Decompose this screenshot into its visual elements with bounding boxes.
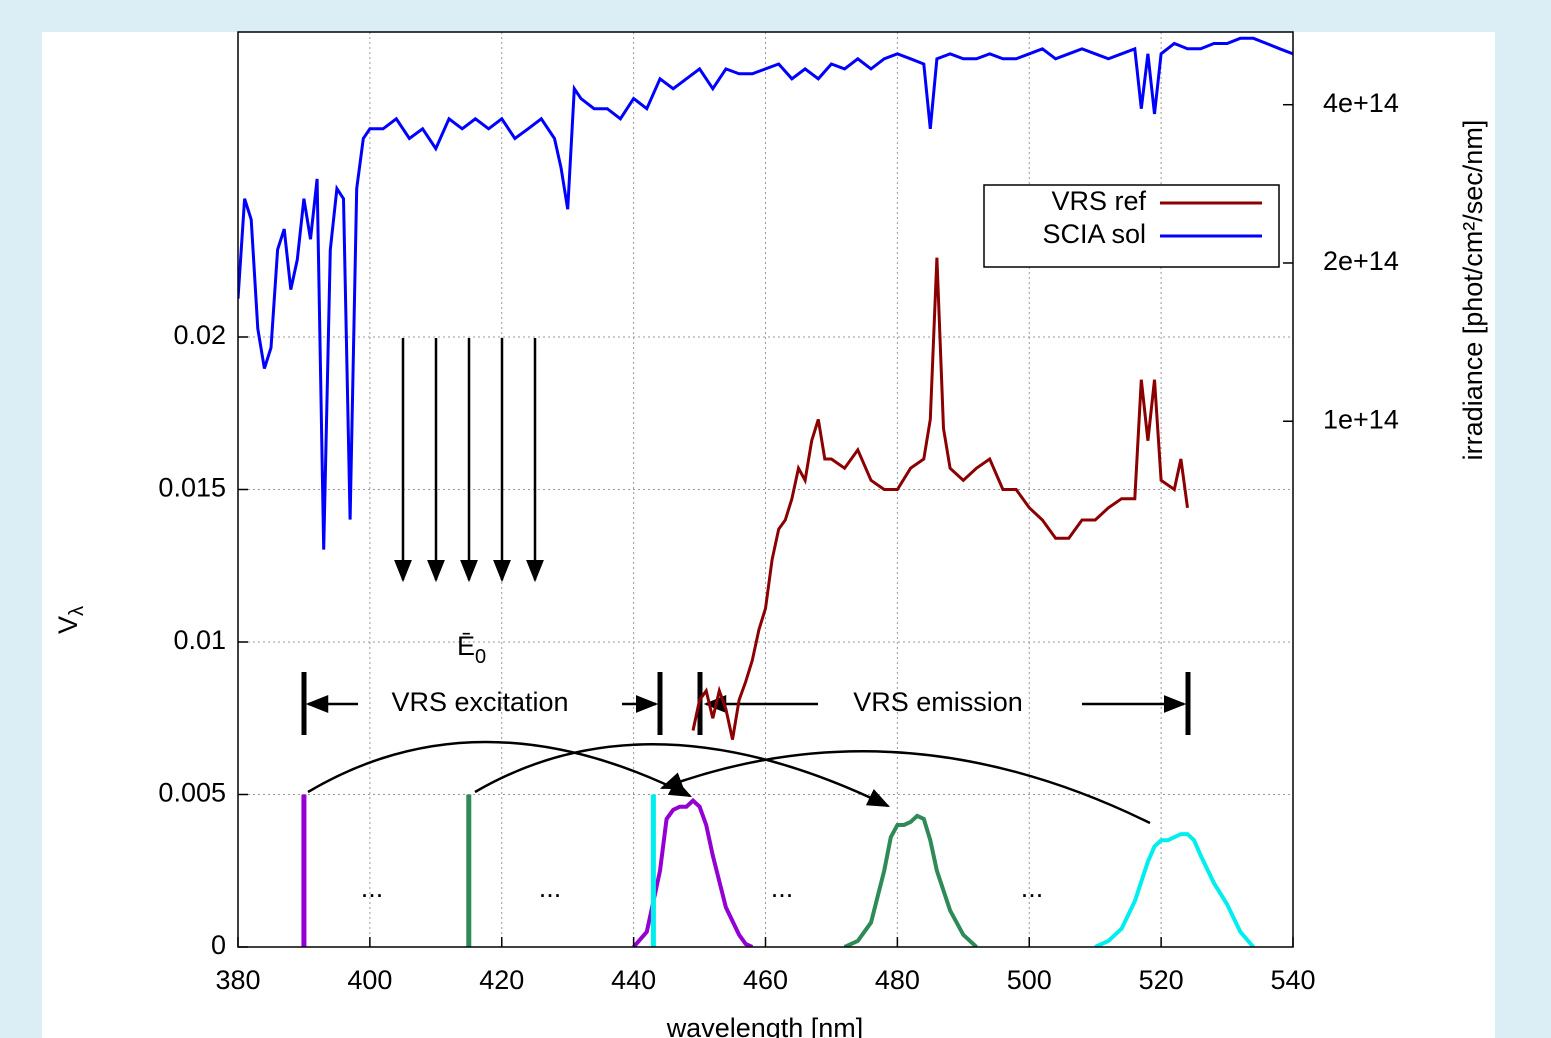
legend-label: VRS ref [1051,186,1146,216]
legend-label: SCIA sol [1042,219,1146,249]
y2-tick-label: 2e+14 [1323,246,1399,276]
e0-label: Ē0 [457,631,486,668]
response-curve [843,813,978,947]
plot-marks [238,36,1293,947]
legend-box [983,184,1280,268]
x-tick-label: 440 [611,965,656,995]
x-tick-label: 540 [1270,965,1315,995]
annotation: VRS excitation [391,687,568,717]
x-tick-label: 420 [479,965,524,995]
dots: ... [771,873,794,903]
dots: ... [1021,873,1044,903]
y-tick-label: 0.005 [158,778,226,808]
x-tick-label: 400 [347,965,392,995]
y2-axis-label: irradiance [phot/cm²/sec/nm] [1458,120,1488,461]
y-label-sub: λ [66,606,88,616]
panel [42,32,1495,1038]
series-line [238,36,1293,550]
dots: ... [539,873,562,903]
x-tick-label: 520 [1139,965,1184,995]
y2-tick-label: 4e+14 [1323,88,1399,118]
x-tick-label: 460 [743,965,788,995]
y-tick-label: 0.015 [158,473,226,503]
response-curve [632,797,754,947]
down-arrows [394,338,544,583]
series-line [691,257,1189,740]
dots: ... [361,873,384,903]
y-axis-label: Vλ [53,606,88,634]
y-tick-label: 0.01 [173,625,226,655]
response-curve [1094,832,1255,947]
e0-sub: 0 [475,646,486,668]
x-tick-label: 380 [215,965,260,995]
y-tick-label: 0 [211,930,226,960]
y2-tick-label: 1e+14 [1323,404,1399,434]
x-axis-label: wavelength [nm] [666,1013,864,1038]
e0-main: Ē [457,631,475,661]
annotation: VRS emission [853,687,1023,717]
x-tick-label: 500 [1007,965,1052,995]
curved-arrows [307,740,1151,825]
x-tick-label: 480 [875,965,920,995]
y-tick-label: 0.02 [173,320,226,350]
y-label-main: V [53,616,83,634]
